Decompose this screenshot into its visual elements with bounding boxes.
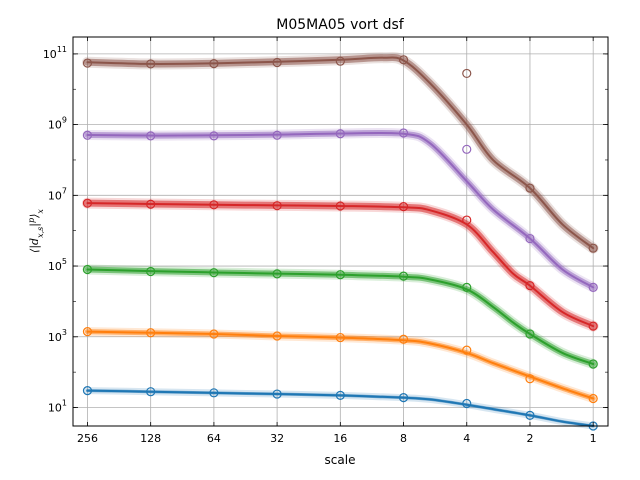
data-point — [146, 59, 156, 69]
data-point — [588, 393, 598, 404]
data-point — [335, 56, 345, 66]
data-point — [209, 388, 219, 398]
data-point — [588, 359, 598, 369]
data-point — [209, 131, 219, 141]
data-point — [82, 264, 93, 275]
data-point — [525, 281, 535, 291]
data-point — [82, 327, 93, 337]
x-tick-label: 128 — [140, 432, 161, 445]
data-point — [588, 321, 598, 331]
data-point — [588, 243, 598, 253]
series-line — [86, 202, 595, 328]
data-point — [146, 131, 156, 141]
data-point — [462, 398, 472, 409]
x-tick-label: 32 — [270, 432, 284, 445]
data-point — [462, 215, 472, 225]
data-point — [525, 183, 535, 193]
data-point — [335, 390, 345, 400]
x-tick-label: 16 — [333, 432, 347, 445]
x-tick-label: 64 — [207, 432, 221, 445]
data-point — [146, 199, 156, 209]
data-point — [398, 271, 409, 281]
data-point — [398, 128, 409, 138]
data-point — [335, 201, 345, 211]
series-5 — [81, 52, 599, 254]
series-0 — [82, 386, 598, 431]
data-point — [209, 268, 219, 278]
data-point — [272, 57, 282, 68]
data-point — [209, 59, 219, 69]
x-axis-label: scale — [325, 453, 356, 467]
series-layer — [81, 52, 599, 431]
data-point — [272, 389, 282, 399]
series-line — [86, 330, 595, 400]
x-tick-label: 256 — [77, 432, 98, 445]
data-point — [209, 329, 219, 339]
series-line — [86, 56, 595, 250]
data-point — [209, 200, 219, 210]
data-point — [588, 282, 598, 292]
x-tick-label: 4 — [463, 432, 470, 445]
chart-title: M05MA05 vort dsf — [276, 17, 405, 33]
data-point — [146, 266, 156, 277]
x-tick-label: 8 — [400, 432, 407, 445]
data-point — [398, 334, 409, 344]
series-1 — [82, 327, 598, 404]
series-line — [86, 268, 595, 365]
data-point — [82, 198, 93, 208]
x-tick-label: 1 — [590, 432, 597, 445]
series-line — [86, 389, 595, 427]
data-point — [335, 270, 345, 280]
x-tick-label: 2 — [526, 432, 533, 445]
data-point — [146, 387, 156, 397]
data-point — [82, 58, 93, 68]
data-point — [398, 393, 409, 403]
data-point — [272, 331, 282, 341]
series-4 — [82, 127, 599, 293]
data-point — [462, 282, 472, 292]
data-point — [272, 201, 282, 211]
data-point — [398, 55, 409, 65]
data-point — [335, 332, 345, 343]
data-point — [525, 374, 535, 384]
data-point — [82, 386, 93, 396]
data-point — [525, 329, 535, 339]
data-point — [462, 68, 472, 79]
series-3 — [81, 197, 599, 332]
data-point — [272, 130, 282, 140]
data-point — [462, 144, 472, 154]
data-point — [335, 129, 345, 139]
data-point — [525, 233, 535, 244]
data-point — [525, 410, 535, 420]
data-point — [82, 130, 93, 140]
data-point — [398, 202, 409, 212]
data-point — [272, 269, 282, 279]
data-point — [146, 328, 156, 338]
data-point — [462, 345, 472, 355]
series-2 — [82, 264, 599, 369]
